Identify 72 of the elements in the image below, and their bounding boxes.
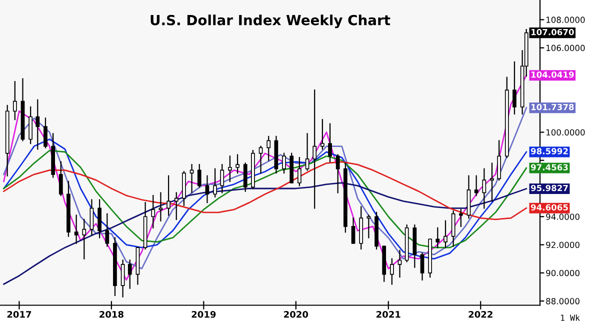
text: 107.0670 <box>531 28 574 36</box>
x-tick-label: 2017 <box>7 310 32 318</box>
text: U.S. Dollar Index Weekly Chart <box>150 14 390 28</box>
y-tick-label: 106.0000 <box>546 44 585 52</box>
data-label: 101.7378 <box>531 104 574 110</box>
candlestick <box>12 81 17 120</box>
candlestick <box>474 175 478 196</box>
candlestick <box>398 250 402 278</box>
candlestick <box>213 168 217 198</box>
y-tick-label: 94.0000 <box>546 214 580 220</box>
candlestick <box>236 154 240 174</box>
line-series <box>3 138 528 260</box>
data-label: 95.9827 <box>530 184 568 192</box>
candlestick <box>366 214 371 238</box>
x-tick-label: 2020 <box>284 310 308 318</box>
candlestick <box>490 162 494 202</box>
candlestick <box>298 156 302 186</box>
line-series <box>3 74 528 281</box>
candlestick <box>105 213 110 247</box>
candlestick <box>151 194 156 228</box>
candlestick <box>120 260 125 298</box>
candlestick <box>336 154 340 194</box>
text: 1 Wk <box>560 314 580 321</box>
candlestick <box>174 192 178 220</box>
candlestick <box>266 136 271 161</box>
y-tick-label: 88.0000 <box>546 298 580 304</box>
candlestick <box>351 217 356 244</box>
y-tick-label: 92.0000 <box>546 242 580 248</box>
line-series <box>3 107 528 270</box>
candlestick <box>320 119 324 150</box>
candlestick <box>420 252 424 280</box>
candlestick <box>74 214 78 244</box>
candlestick <box>444 220 448 248</box>
candlestick <box>44 118 48 148</box>
candlestick <box>82 218 86 260</box>
candlestick <box>282 152 286 174</box>
candlestick <box>28 106 33 144</box>
data-label: 104.0419 <box>531 71 574 78</box>
candlestick <box>58 161 63 196</box>
candlestick <box>328 123 332 162</box>
candlestick <box>497 140 501 181</box>
candlestick <box>190 164 194 194</box>
candlestick <box>197 164 202 188</box>
data-label: 98.5992 <box>530 148 568 154</box>
line-series <box>3 182 528 285</box>
y-tick-label: 108.0000 <box>546 16 585 23</box>
candlestick <box>228 156 232 182</box>
data-label: 94.6065 <box>530 204 568 211</box>
candlestick <box>243 162 248 192</box>
y-tick-label: 90.0000 <box>546 270 580 276</box>
candlestick <box>482 168 486 209</box>
x-tick-label: 2022 <box>468 310 492 318</box>
candlestick <box>90 199 94 236</box>
candlestick <box>305 133 310 171</box>
candlestick <box>128 260 132 289</box>
candlestick <box>390 258 394 285</box>
candlestick <box>436 227 440 248</box>
line-series <box>3 161 528 220</box>
candlestick <box>312 89 317 209</box>
line-series <box>3 150 528 248</box>
candlestick <box>512 61 516 114</box>
y-tick-label: 100.0000 <box>546 129 585 136</box>
candlestick <box>220 164 224 194</box>
data-label: 97.4563 <box>530 164 568 170</box>
candlestick <box>98 199 102 238</box>
candlestick <box>36 99 40 150</box>
candlestick <box>451 210 456 247</box>
candlestick <box>458 209 463 228</box>
candlestick <box>166 175 170 216</box>
x-tick-label: 2018 <box>100 310 124 318</box>
x-tick-label: 2021 <box>376 310 400 318</box>
x-tick-label: 2019 <box>192 310 216 318</box>
